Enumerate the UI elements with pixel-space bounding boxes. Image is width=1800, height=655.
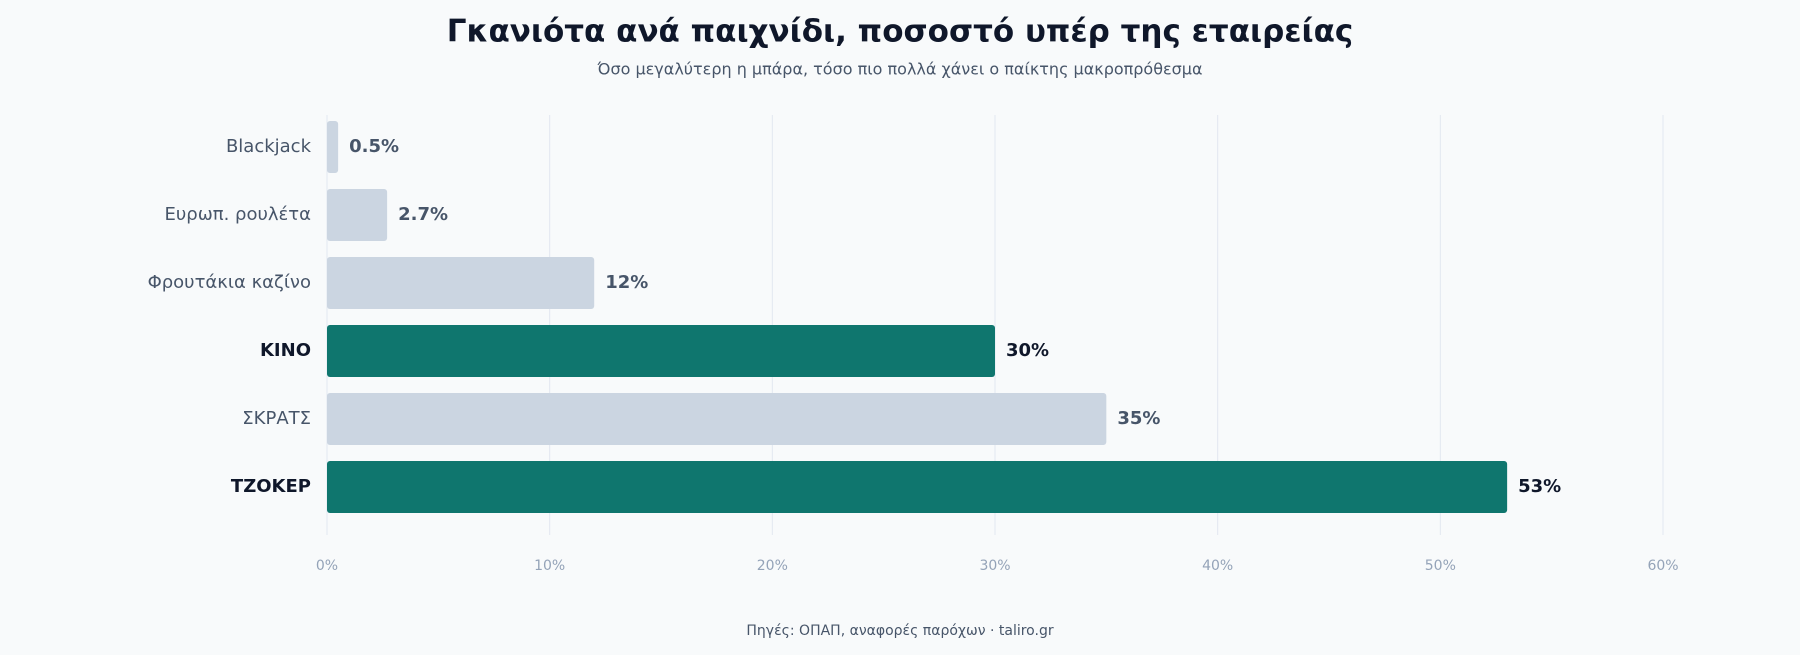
x-tick-label: 40% [1202,558,1233,574]
x-tick-label: 10% [534,558,565,574]
category-label: Ευρωπ. ρουλέτα [164,204,311,225]
x-tick-label: 0% [316,558,338,574]
bar [327,189,388,241]
value-label: 12% [605,272,648,293]
category-label: ΚΙΝΟ [260,340,311,361]
chart-subtitle: Όσο μεγαλύτερη η μπάρα, τόσο πιο πολλά χ… [596,60,1202,79]
footer: Πηγές: ΟΠΑΠ, αναφορές παρόχων · taliro.g… [746,623,1053,639]
bar [327,461,1508,513]
x-tick-label: 20% [757,558,788,574]
category-label: ΤΖΟΚΕΡ [231,476,311,497]
x-tick-label: 60% [1647,558,1678,574]
value-label: 30% [1006,340,1049,361]
value-label: 2.7% [398,204,448,225]
category-label: Φρουτάκια καζίνο [148,272,311,293]
bar [327,393,1107,445]
x-tick-label: 50% [1425,558,1456,574]
value-label: 35% [1117,408,1160,429]
x-tick-label: 30% [979,558,1010,574]
bar [327,121,339,173]
category-label: ΣΚΡΑΤΣ [242,408,311,429]
bar [327,325,995,377]
value-label: 0.5% [349,136,399,157]
category-label: Blackjack [226,136,312,157]
bar [327,257,595,309]
value-label: 53% [1518,476,1561,497]
chart-title: Γκανιότα ανά παιχνίδι, ποσοστό υπέρ της … [447,14,1354,50]
